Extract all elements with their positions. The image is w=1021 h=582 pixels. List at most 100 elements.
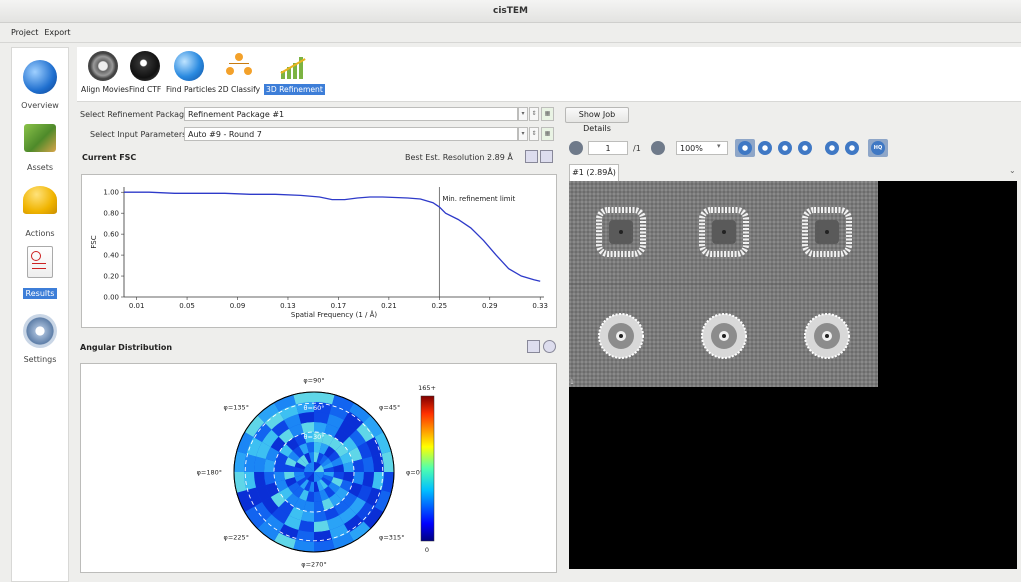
menu-project[interactable]: Project	[11, 28, 39, 37]
angular-bin	[314, 432, 325, 444]
menu-export[interactable]: Export	[44, 28, 71, 37]
angular-bin	[296, 457, 307, 467]
angular-bin	[298, 412, 314, 424]
angular-bin	[306, 462, 314, 472]
angular-bin	[246, 437, 263, 457]
y-tick-label: 0.20	[103, 273, 119, 281]
angular-bin	[335, 443, 349, 457]
angular-bin	[319, 454, 329, 465]
colour-icon[interactable]	[845, 141, 859, 155]
angular-bin	[319, 489, 329, 501]
angular-bin	[321, 477, 332, 487]
angular-bin	[271, 507, 289, 524]
angular-bin	[304, 452, 312, 464]
angular-bin	[304, 480, 312, 492]
refresh-icon[interactable]	[543, 340, 556, 353]
chevron-down-icon[interactable]: ▾	[518, 127, 528, 141]
angular-bin	[334, 428, 350, 444]
tab-align-movies[interactable]: Align Movies	[79, 47, 129, 95]
y-tick-label: 0.80	[103, 210, 119, 218]
refinement-package-select[interactable]: Refinement Package #1	[184, 107, 518, 121]
tab-3d-refinement[interactable]: 3D Refinement	[264, 47, 325, 95]
angular-bin	[342, 461, 354, 472]
histogram-icon[interactable]	[825, 141, 839, 155]
angular-bin	[319, 443, 329, 455]
angular-bin	[293, 539, 314, 552]
next-icon[interactable]	[651, 141, 665, 155]
zoom-select[interactable]: 100%	[676, 141, 728, 155]
angular-bin	[262, 497, 279, 515]
class-average-top	[699, 207, 749, 257]
angular-bin	[264, 411, 284, 430]
angular-bin	[349, 497, 366, 515]
x-axis-label: Spatial Frequency (1 / Å)	[291, 310, 377, 319]
angular-header: Angular Distribution	[80, 343, 173, 352]
sidebar-item-overview[interactable]: Overview	[12, 60, 68, 111]
angular-bin	[292, 486, 304, 498]
phi-label: φ=180°	[197, 469, 222, 477]
phi-label: φ=225°	[224, 534, 249, 542]
export-icon[interactable]	[540, 150, 553, 163]
angular-bin	[308, 481, 314, 492]
angular-bin	[301, 510, 314, 522]
angular-outline	[233, 391, 395, 553]
sidebar-item-settings[interactable]: Settings	[12, 314, 68, 365]
angular-bin	[363, 507, 384, 529]
tab-label: 3D Refinement	[264, 84, 325, 95]
angular-bin	[304, 472, 314, 480]
ball-icon	[130, 51, 160, 81]
add-params-icon[interactable]: ▦	[541, 127, 554, 141]
spin-arrows-icon[interactable]: ⇕	[529, 107, 539, 121]
tab-find-ctf[interactable]: Find CTF	[127, 47, 163, 95]
class-averages-display	[569, 181, 878, 387]
angular-bin	[374, 490, 392, 512]
save-icon[interactable]	[525, 150, 538, 163]
page-number-input[interactable]: 1	[588, 141, 628, 155]
angular-bin	[244, 415, 265, 437]
tab-2d-classify[interactable]: 2D Classify	[214, 47, 264, 95]
angular-bin	[352, 459, 364, 472]
sidebar-item-results[interactable]: Results	[12, 246, 68, 299]
save-icon[interactable]	[527, 340, 540, 353]
chevron-down-icon[interactable]: ⌄	[1009, 166, 1016, 175]
angular-bin	[294, 466, 305, 472]
angular-bin	[365, 487, 382, 507]
angular-bin	[274, 472, 286, 483]
window-title: cisTEM	[492, 6, 529, 16]
angular-bin	[284, 464, 295, 472]
angular-bin	[328, 450, 340, 462]
tab-image-1[interactable]: #1 (2.89Å)	[569, 164, 619, 181]
colorbar-max-label: 165+	[418, 384, 436, 392]
angular-bin	[264, 514, 284, 533]
angular-bin	[328, 482, 340, 494]
spin-arrows-icon[interactable]: ⇕	[529, 127, 539, 141]
scale-icon[interactable]	[778, 141, 792, 155]
angular-bin	[321, 433, 334, 447]
angular-bin	[326, 414, 344, 429]
image-canvas[interactable]: 1	[569, 181, 1017, 569]
previous-icon[interactable]	[569, 141, 583, 155]
hq-toggle-icon[interactable]: HQ	[871, 141, 885, 155]
tab-label: 2D Classify	[217, 85, 261, 94]
add-package-icon[interactable]: ▦	[541, 107, 554, 121]
angular-bin	[356, 502, 375, 522]
invert-icon[interactable]	[738, 141, 752, 155]
y-axis-label: FSC	[90, 235, 98, 248]
show-job-details-button[interactable]: Show Job Details	[565, 107, 629, 133]
sidebar-item-assets[interactable]: Assets	[12, 124, 68, 173]
angular-bin	[296, 477, 307, 487]
angular-bin	[271, 420, 289, 437]
sidebar-item-actions[interactable]: Actions	[12, 186, 68, 239]
angular-bin	[374, 432, 392, 454]
angular-bin	[362, 472, 374, 488]
resolution-label: Best Est. Resolution :	[405, 153, 490, 162]
angular-bin	[326, 515, 344, 530]
input-params-select[interactable]: Auto #9 - Round 7	[184, 127, 518, 141]
contrast-icon[interactable]	[758, 141, 772, 155]
hand-icon[interactable]	[798, 141, 812, 155]
angular-bin	[319, 479, 329, 490]
chevron-down-icon[interactable]: ▾	[518, 107, 528, 121]
angular-bin	[299, 479, 309, 490]
tab-find-particles[interactable]: Find Particles	[164, 47, 216, 95]
angular-bin	[299, 443, 309, 455]
